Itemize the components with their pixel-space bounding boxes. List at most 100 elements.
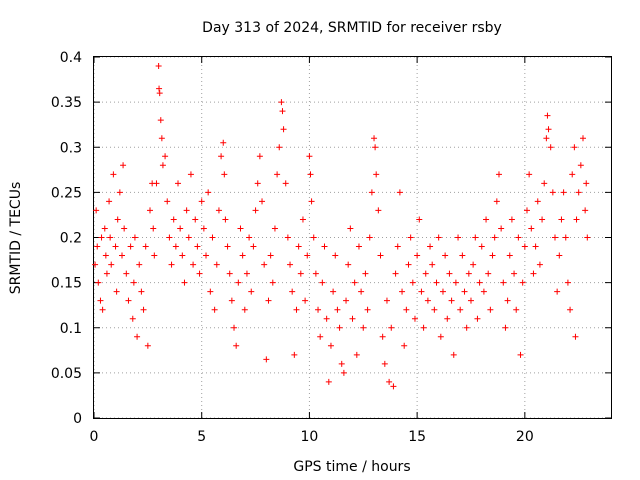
data-point (463, 324, 470, 331)
data-point (312, 270, 319, 277)
data-point (526, 171, 533, 178)
data-point (567, 306, 574, 313)
data-point (263, 356, 270, 363)
data-point (489, 252, 496, 259)
data-point (427, 243, 434, 250)
data-point (319, 279, 326, 286)
data-point (157, 117, 164, 124)
data-point (476, 279, 483, 286)
data-point (515, 234, 522, 241)
data-point (323, 315, 330, 322)
data-point (338, 360, 345, 367)
data-point (401, 342, 408, 349)
data-point (299, 216, 306, 223)
data-point (573, 216, 580, 223)
data-point (237, 225, 244, 232)
data-point (491, 234, 498, 241)
data-point (358, 288, 365, 295)
data-point (390, 383, 397, 390)
data-point (325, 378, 332, 385)
data-point (183, 207, 190, 214)
data-point (433, 279, 440, 286)
data-point (569, 171, 576, 178)
data-point (508, 216, 515, 223)
data-point (97, 297, 104, 304)
data-point (388, 324, 395, 331)
data-point (379, 333, 386, 340)
data-point (113, 288, 120, 295)
data-point (502, 324, 509, 331)
data-point (246, 234, 253, 241)
data-point (534, 198, 541, 205)
data-point (93, 207, 100, 214)
data-point (265, 297, 272, 304)
data-point (293, 306, 300, 313)
data-point (405, 261, 412, 268)
data-point (177, 225, 184, 232)
data-point (153, 180, 160, 187)
data-point (351, 279, 358, 286)
data-point (583, 180, 590, 187)
data-point (416, 216, 423, 223)
data-point (205, 189, 212, 196)
data-point (420, 324, 427, 331)
data-point (271, 225, 278, 232)
data-point (252, 207, 259, 214)
plot-frame (93, 56, 612, 419)
data-points (92, 63, 591, 390)
data-point (485, 270, 492, 277)
data-point (429, 261, 436, 268)
data-point (218, 153, 225, 160)
data-point (226, 270, 233, 277)
data-point (487, 306, 494, 313)
data-point (478, 243, 485, 250)
data-point (513, 306, 520, 313)
data-point (304, 252, 311, 259)
data-point (103, 270, 110, 277)
data-point (291, 351, 298, 358)
data-point (547, 144, 554, 151)
data-point (121, 225, 128, 232)
data-point (256, 153, 263, 160)
data-point (147, 207, 154, 214)
data-point (340, 369, 347, 376)
data-point (307, 171, 314, 178)
data-point (187, 171, 194, 178)
data-point (372, 144, 379, 151)
data-point (123, 270, 130, 277)
data-point (554, 288, 561, 295)
data-point (108, 261, 115, 268)
data-point (127, 243, 134, 250)
data-point (158, 135, 165, 142)
data-point (500, 279, 507, 286)
data-point (373, 171, 380, 178)
data-point (368, 189, 375, 196)
data-point (418, 288, 425, 295)
data-point (166, 234, 173, 241)
data-point (168, 261, 175, 268)
data-point (130, 279, 137, 286)
data-point (107, 234, 114, 241)
data-point (99, 306, 106, 313)
data-point (480, 288, 487, 295)
data-point (222, 216, 229, 223)
data-point (483, 216, 490, 223)
data-point (560, 189, 567, 196)
data-point (102, 252, 109, 259)
data-point (136, 261, 143, 268)
data-point (452, 279, 459, 286)
data-point (334, 306, 341, 313)
data-point (116, 189, 123, 196)
data-point (457, 306, 464, 313)
data-point (409, 279, 416, 286)
data-point (317, 333, 324, 340)
data-point (431, 306, 438, 313)
data-point (543, 135, 550, 142)
data-point (562, 234, 569, 241)
data-point (523, 207, 530, 214)
data-point (267, 252, 274, 259)
data-point (241, 306, 248, 313)
data-point (336, 324, 343, 331)
